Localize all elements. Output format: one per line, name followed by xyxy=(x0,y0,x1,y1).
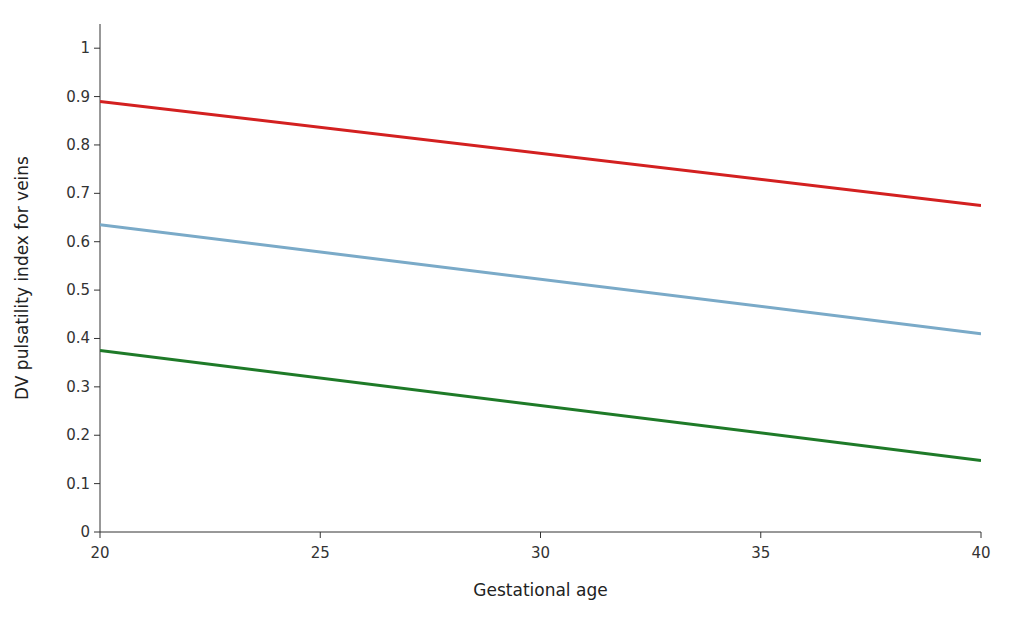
y-tick xyxy=(94,435,100,436)
y-tick-label: 0.1 xyxy=(66,475,90,493)
y-tick-label: 0 xyxy=(80,523,90,541)
y-tick xyxy=(94,532,100,533)
y-tick xyxy=(94,338,100,339)
x-tick-label: 20 xyxy=(90,544,109,562)
y-tick-label: 0.3 xyxy=(66,378,90,396)
y-tick-label: 0.8 xyxy=(66,136,90,154)
x-tick xyxy=(100,532,101,538)
x-tick-label: 25 xyxy=(311,544,330,562)
x-tick-label: 35 xyxy=(751,544,770,562)
y-tick xyxy=(94,290,100,291)
x-tick xyxy=(320,532,321,538)
y-tick-label: 0.4 xyxy=(66,329,90,347)
y-tick-label: 0.6 xyxy=(66,233,90,251)
x-tick-label: 40 xyxy=(971,544,990,562)
x-tick-label: 30 xyxy=(531,544,550,562)
y-tick-label: 0.7 xyxy=(66,184,90,202)
series-line xyxy=(100,225,981,334)
y-tick xyxy=(94,96,100,97)
y-tick xyxy=(94,386,100,387)
y-tick xyxy=(94,48,100,49)
y-tick-label: 0.5 xyxy=(66,281,90,299)
y-tick xyxy=(94,144,100,145)
y-tick xyxy=(94,193,100,194)
y-tick-label: 1 xyxy=(80,39,90,57)
x-axis-label: Gestational age xyxy=(473,580,607,600)
x-tick xyxy=(981,532,982,538)
y-tick xyxy=(94,241,100,242)
y-tick-label: 0.2 xyxy=(66,426,90,444)
series-line xyxy=(100,351,981,461)
y-axis-label: DV pulsatility index for veins xyxy=(12,156,32,400)
chart: 20 25 30 35 40 0 0.1 0.2 0.3 0.4 0.5 0.6 0.7 0.8 0.9 1 G… xyxy=(0,0,1011,618)
x-tick xyxy=(760,532,761,538)
y-tick xyxy=(94,483,100,484)
plot-area xyxy=(100,101,981,460)
series-line xyxy=(100,101,981,205)
y-tick-label: 0.9 xyxy=(66,88,90,106)
x-tick xyxy=(540,532,541,538)
